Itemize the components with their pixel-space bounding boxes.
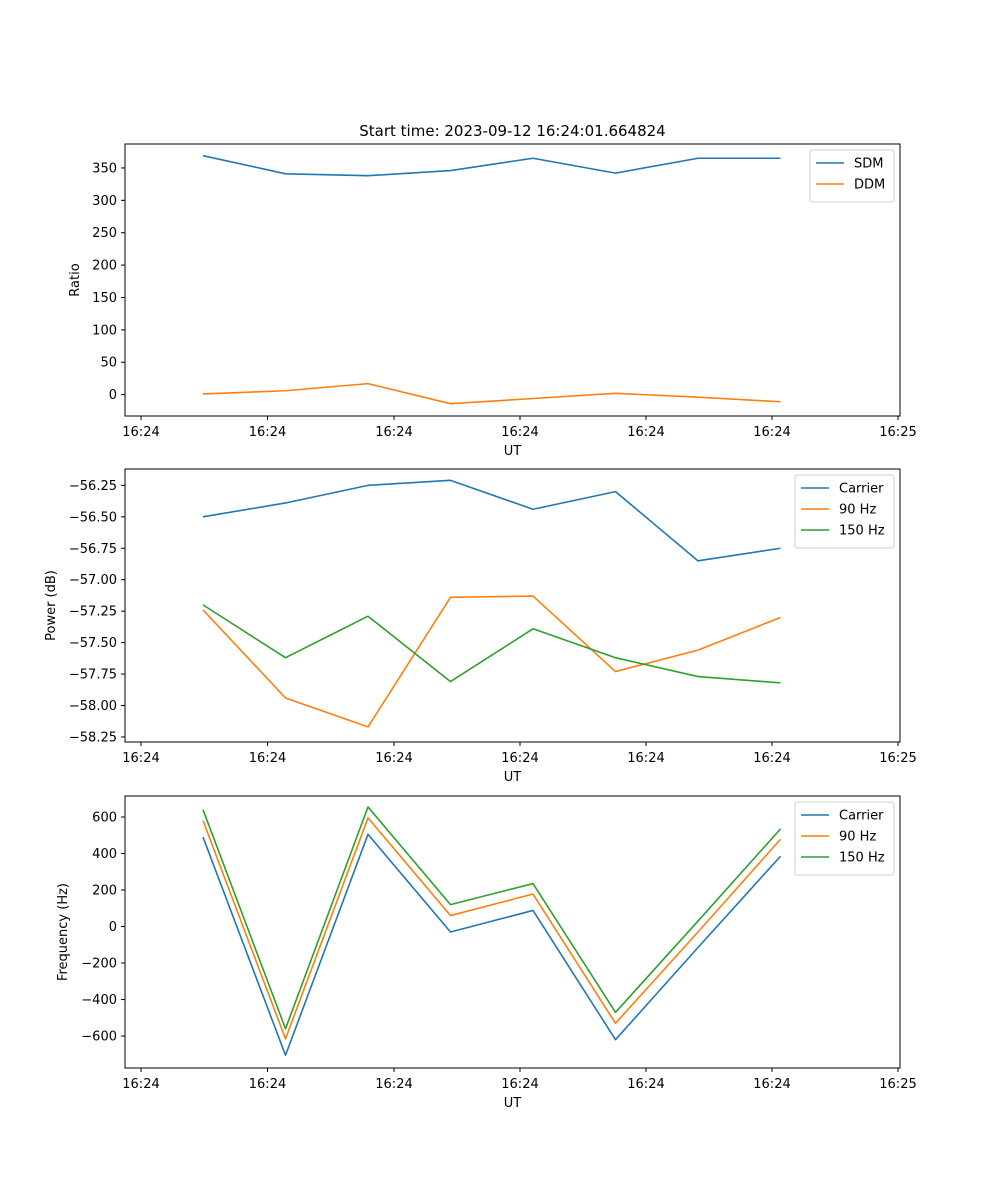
y-axis-label: Ratio (68, 263, 83, 296)
series-line-90-hz (202, 595, 781, 728)
axes-frame (124, 795, 901, 1069)
legend: Carrier 90 Hz 150 Hz (794, 801, 895, 876)
legend: SDM DDM (809, 149, 895, 203)
x-tick-label: 16:24 (753, 1077, 790, 1092)
series-line-ddm (202, 382, 781, 405)
x-tick-label: 16:24 (375, 425, 412, 440)
chart-title: Start time: 2023-09-12 16:24:01.664824 (359, 122, 665, 140)
series-line-150-hz (202, 806, 782, 1030)
x-tick-label: 16:25 (879, 751, 916, 766)
legend-label: DDM (854, 178, 885, 193)
y-tick-label: 250 (92, 226, 117, 241)
x-tick-label: 16:24 (249, 751, 286, 766)
subplot-3: 16:24 16:24 16:24 16:24 16:24 16:24 16:25 600 40… (56, 795, 917, 1111)
y-tick-label: −56.50 (69, 510, 117, 525)
series-line-carrier (202, 833, 782, 1057)
legend-label: 90 Hz (839, 503, 876, 518)
x-tick-label: 16:24 (122, 425, 159, 440)
y-tick-label: 150 (92, 291, 117, 306)
y-tick-label: −200 (81, 957, 117, 972)
axes-frame (124, 143, 901, 417)
y-tick-label: 200 (92, 884, 117, 899)
y-tick-label: 0 (109, 920, 117, 935)
subplot-2: 16:24 16:24 16:24 16:24 16:24 16:24 16:25 −56.2… (44, 468, 917, 785)
series-line-150-hz (202, 604, 781, 684)
legend: Carrier 90 Hz 150 Hz (794, 474, 895, 549)
y-tick-label: −58.25 (69, 730, 117, 745)
y-tick-label: 100 (92, 323, 117, 338)
y-axis-label: Power (dB) (44, 570, 59, 641)
legend-label: 150 Hz (839, 851, 885, 866)
y-tick-label: −400 (81, 993, 117, 1008)
y-tick-label: 200 (92, 259, 117, 274)
x-axis-label: UT (504, 770, 522, 785)
legend-label: SDM (854, 157, 883, 172)
x-tick-label: 16:24 (375, 751, 412, 766)
legend-label: Carrier (839, 809, 884, 824)
y-axis-label: Frequency (Hz) (56, 883, 71, 981)
y-tick-label: −57.25 (69, 605, 117, 620)
y-tick-label: −58.00 (69, 699, 117, 714)
x-axis-label: UT (504, 1096, 522, 1111)
y-tick-label: 400 (92, 847, 117, 862)
x-tick-label: 16:24 (627, 751, 664, 766)
series-line-90-hz (202, 817, 782, 1040)
series-line-sdm (202, 154, 781, 177)
x-tick-label: 16:24 (753, 751, 790, 766)
x-tick-label: 16:24 (753, 425, 790, 440)
x-tick-label: 16:24 (249, 425, 286, 440)
series-line-carrier (202, 479, 781, 562)
legend-label: 90 Hz (839, 830, 876, 845)
x-tick-label: 16:24 (627, 425, 664, 440)
x-tick-label: 16:24 (122, 1077, 159, 1092)
y-tick-label: 50 (100, 356, 117, 371)
x-tick-label: 16:24 (375, 1077, 412, 1092)
y-tick-label: 300 (92, 194, 117, 209)
subplot-1: 16:24 16:24 16:24 16:24 16:24 16:24 16:25 0 50 10… (68, 143, 917, 459)
x-tick-label: 16:24 (627, 1077, 664, 1092)
x-tick-label: 16:24 (501, 1077, 538, 1092)
y-tick-label: −57.00 (69, 573, 117, 588)
y-tick-label: 0 (109, 388, 117, 403)
legend-label: Carrier (839, 482, 884, 497)
legend-label: 150 Hz (839, 524, 885, 539)
x-tick-label: 16:24 (501, 751, 538, 766)
y-tick-label: −56.75 (69, 542, 117, 557)
y-tick-label: −57.75 (69, 668, 117, 683)
y-tick-label: 600 (92, 810, 117, 825)
x-tick-label: 16:24 (249, 1077, 286, 1092)
x-tick-label: 16:24 (122, 751, 159, 766)
x-axis-label: UT (504, 444, 522, 459)
y-tick-label: −600 (81, 1030, 117, 1045)
x-tick-label: 16:24 (501, 425, 538, 440)
axes-frame (124, 468, 901, 743)
y-tick-label: −56.25 (69, 479, 117, 494)
y-tick-label: −57.50 (69, 636, 117, 651)
x-tick-label: 16:25 (879, 425, 916, 440)
x-tick-label: 16:25 (879, 1077, 916, 1092)
y-tick-label: 350 (92, 161, 117, 176)
